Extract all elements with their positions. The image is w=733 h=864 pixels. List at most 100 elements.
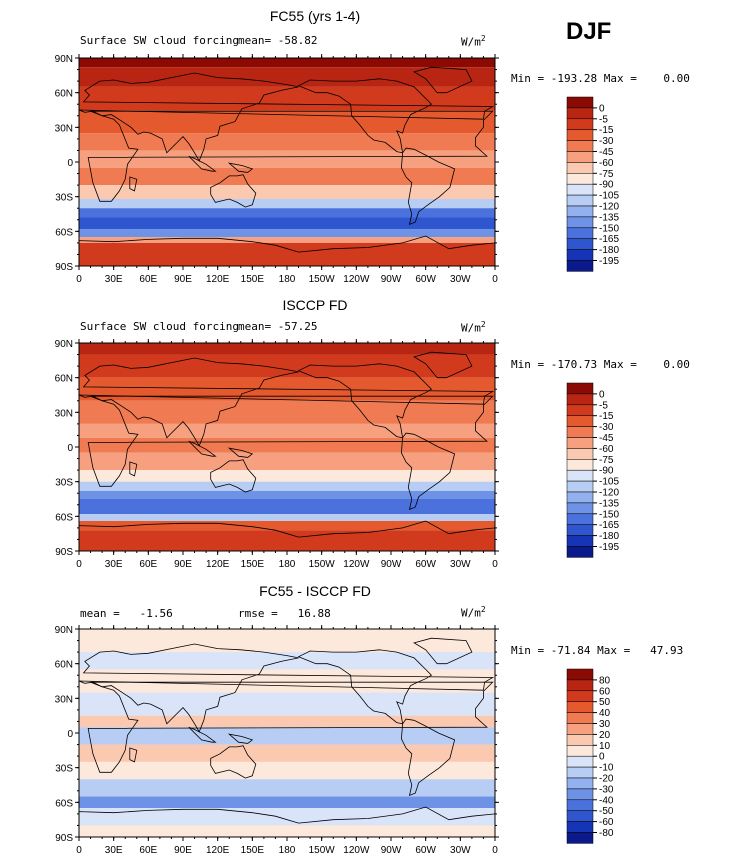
field-band	[79, 761, 495, 780]
y-tick-label: 90S	[55, 547, 73, 558]
panel2-units: W/m2	[461, 320, 486, 335]
legend-swatch	[566, 249, 594, 261]
x-tick-label: 90E	[174, 274, 192, 285]
legend-label: -120	[599, 202, 619, 213]
coastline	[188, 726, 217, 743]
y-tick-label: 30N	[55, 694, 73, 705]
legend-swatch	[566, 107, 594, 120]
legend-label: -75	[599, 455, 614, 466]
coastline	[227, 162, 254, 173]
x-tick-label: 30E	[105, 274, 123, 285]
field-band	[79, 470, 495, 482]
legend-swatch	[566, 448, 594, 460]
panel3-mean: mean = -1.56	[80, 607, 173, 620]
legend-swatch	[566, 216, 594, 229]
field-band	[79, 825, 495, 837]
y-tick-label: 30S	[55, 764, 73, 775]
panel2-subtitle: Surface SW cloud forcing	[80, 320, 239, 333]
coastline	[188, 440, 217, 457]
legend-label: -105	[599, 191, 619, 202]
y-tick-label: 0	[67, 158, 73, 169]
y-tick-label: 60N	[55, 89, 73, 100]
coastline	[297, 649, 433, 725]
legend-label: 0	[599, 103, 605, 114]
field-band	[79, 481, 495, 491]
panel1-subtitle: Surface SW cloud forcing	[80, 34, 239, 47]
y-tick-label: 90N	[55, 625, 73, 636]
legend-swatch	[566, 712, 594, 724]
x-tick-label: 120W	[343, 559, 370, 570]
legend-swatch	[566, 205, 594, 218]
legend-label: -40	[599, 795, 614, 806]
field-band	[79, 715, 495, 728]
x-tick-label: 60W	[415, 274, 436, 285]
legend-swatch	[566, 183, 594, 196]
legend-swatch	[566, 491, 594, 504]
field-band	[79, 499, 495, 515]
y-tick-label: 60S	[55, 512, 73, 523]
legend-swatch	[566, 480, 594, 493]
field-band	[79, 229, 495, 238]
field-band	[79, 150, 495, 168]
legend-swatch	[566, 502, 594, 515]
coastline	[227, 733, 254, 744]
field-band	[79, 343, 495, 355]
panel3-units: W/m2	[461, 605, 486, 620]
x-tick-label: 150W	[309, 559, 336, 570]
legend-swatch	[566, 118, 594, 130]
field-band	[79, 242, 495, 266]
legend-label: 50	[599, 697, 611, 708]
x-tick-label: 150E	[241, 559, 265, 570]
field-band	[79, 110, 495, 134]
field-band	[79, 727, 495, 745]
field-band	[79, 86, 495, 110]
coastline	[129, 461, 138, 477]
coastline	[400, 147, 456, 226]
legend-swatch	[566, 821, 594, 833]
x-tick-label: 60W	[415, 845, 436, 856]
legend-swatch	[566, 799, 594, 811]
panel1-title: FC55 (yrs 1-4)	[269, 8, 361, 24]
coastline	[129, 747, 138, 763]
coastline	[400, 718, 456, 797]
coastline	[297, 78, 433, 154]
field-band	[79, 796, 495, 809]
legend-label: -195	[599, 256, 619, 267]
legend-label: -60	[599, 817, 614, 828]
legend-label: -45	[599, 147, 614, 158]
field-band	[79, 67, 495, 87]
legend-swatch	[566, 810, 594, 822]
panel2-mean: mean= -57.25	[238, 320, 318, 333]
y-tick-label: 0	[67, 443, 73, 454]
x-tick-label: 0	[76, 274, 82, 285]
y-tick-label: 60S	[55, 798, 73, 809]
legend-label: -15	[599, 411, 614, 422]
field-band	[79, 692, 495, 716]
legend-swatch	[566, 238, 594, 250]
coastline	[87, 395, 494, 487]
coastline	[87, 681, 494, 773]
legend-label: -20	[599, 774, 614, 785]
legend-label: 80	[599, 675, 611, 686]
coastline	[297, 363, 433, 439]
x-tick-label: 120W	[343, 845, 370, 856]
legend-label: -165	[599, 234, 619, 245]
legend-swatch	[566, 546, 594, 558]
field-band	[79, 133, 495, 151]
legend-label: -15	[599, 125, 614, 136]
x-tick-label: 150E	[241, 845, 265, 856]
coastline	[78, 357, 495, 447]
x-tick-label: 180	[279, 845, 296, 856]
y-tick-label: 90N	[55, 339, 73, 350]
x-tick-label: 90E	[174, 559, 192, 570]
panel3-title: FC55 - ISCCP FD	[259, 583, 371, 599]
legend-swatch	[566, 129, 594, 141]
legend-label: -90	[599, 180, 614, 191]
coastline	[78, 643, 495, 733]
field-band	[79, 779, 495, 797]
y-tick-label: 0	[67, 729, 73, 740]
coastline	[400, 432, 456, 511]
legend-swatch	[566, 162, 594, 174]
legend-swatch	[566, 459, 594, 471]
legend-label: 40	[599, 708, 611, 719]
